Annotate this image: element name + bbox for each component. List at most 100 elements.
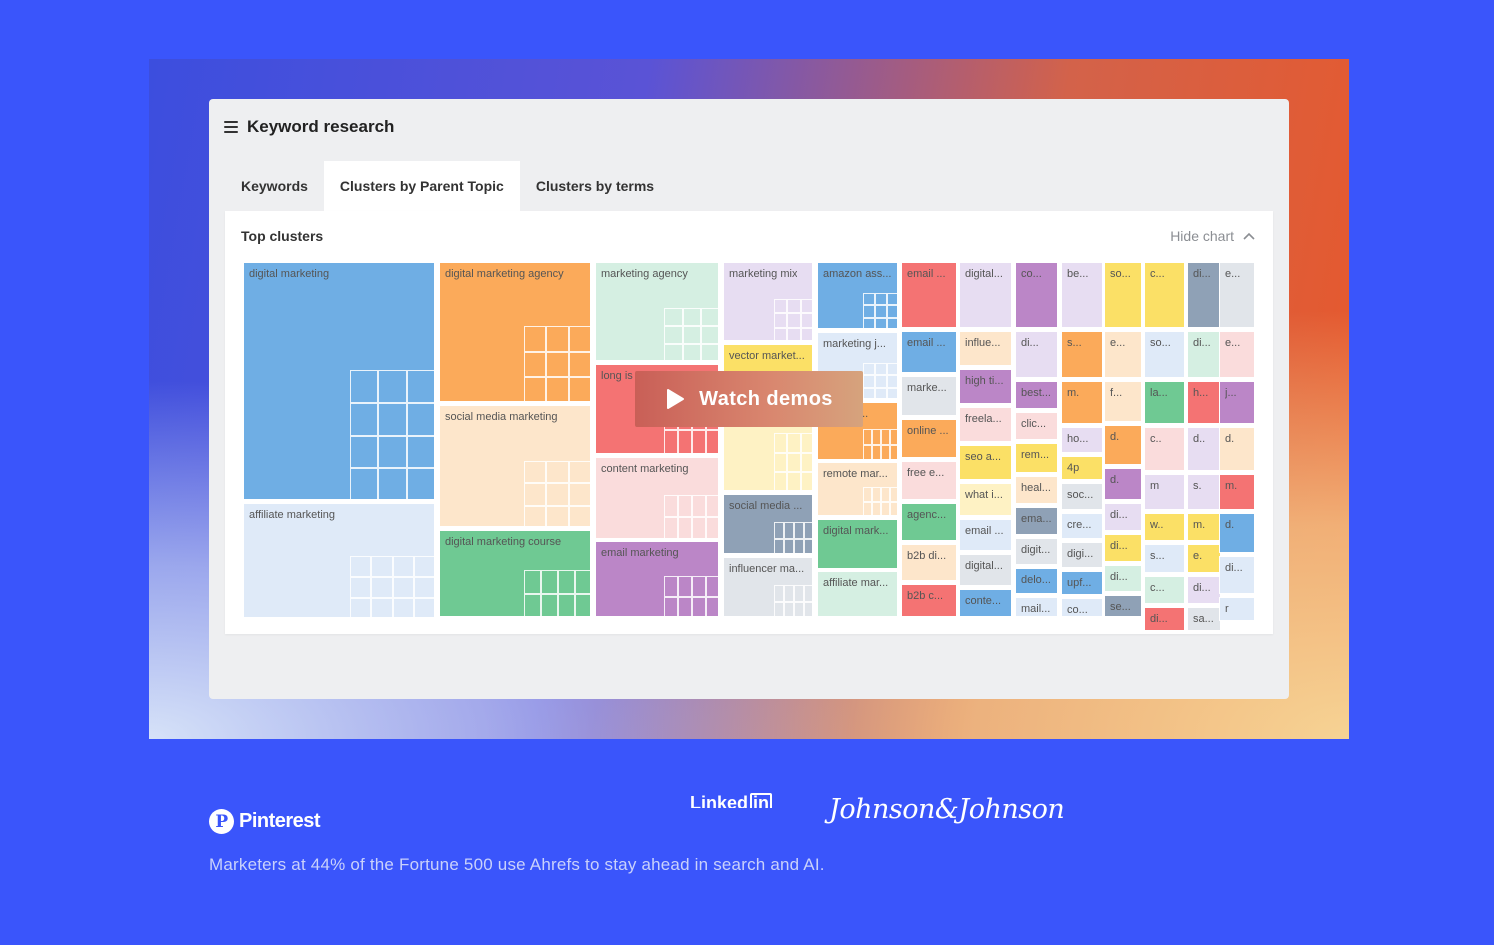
cluster-tile[interactable]: seo a... xyxy=(959,445,1012,480)
cluster-tile[interactable]: d. xyxy=(1104,425,1142,465)
cluster-tile[interactable]: digital marketing course xyxy=(439,530,591,617)
cluster-tile[interactable]: digital... xyxy=(959,554,1012,586)
cluster-tile[interactable]: rem... xyxy=(1015,443,1058,473)
cluster-tile[interactable]: email ... xyxy=(901,262,957,328)
cluster-tile[interactable]: e. xyxy=(1187,544,1221,573)
cluster-tile[interactable]: di... xyxy=(1144,607,1185,631)
cluster-tile[interactable]: amazon ass... xyxy=(817,262,898,329)
cluster-tile[interactable]: j... xyxy=(1219,381,1255,424)
cluster-tile[interactable]: d.. xyxy=(1187,427,1221,471)
cluster-tile[interactable]: social media marketing xyxy=(439,405,591,527)
cluster-tile[interactable]: di... xyxy=(1104,534,1142,562)
cluster-tile[interactable]: marketing mix xyxy=(723,262,813,341)
cluster-tile[interactable]: best... xyxy=(1015,381,1058,409)
cluster-tile[interactable]: heal... xyxy=(1015,476,1058,504)
cluster-tile[interactable]: s... xyxy=(1144,544,1185,573)
cluster-tile[interactable]: co... xyxy=(1061,598,1103,617)
tab-clusters-by-terms[interactable]: Clusters by terms xyxy=(535,178,655,194)
cluster-tile[interactable]: m. xyxy=(1219,474,1255,510)
cluster-tile[interactable]: email ... xyxy=(959,519,1012,551)
watch-demos-button[interactable]: Watch demos xyxy=(635,371,863,427)
cluster-tile[interactable]: freela... xyxy=(959,407,1012,442)
cluster-tile[interactable]: h... xyxy=(1187,381,1221,424)
cluster-tile[interactable]: c.. xyxy=(1144,427,1185,471)
cluster-label: affiliate mar... xyxy=(823,577,889,589)
watch-demos-label: Watch demos xyxy=(699,387,833,410)
hide-chart-button[interactable]: Hide chart xyxy=(1170,228,1255,244)
cluster-tile[interactable]: e... xyxy=(1219,331,1255,378)
cluster-tile[interactable]: la... xyxy=(1144,381,1185,424)
cluster-tile[interactable]: influe... xyxy=(959,331,1012,366)
cluster-tile[interactable]: ema... xyxy=(1015,507,1058,535)
cluster-tile[interactable]: high ti... xyxy=(959,369,1012,404)
cluster-tile[interactable]: e... xyxy=(1104,331,1142,378)
cluster-tile[interactable]: di... xyxy=(1187,576,1221,604)
cluster-tile[interactable]: m. xyxy=(1187,513,1221,541)
cluster-tile[interactable]: affiliate marketing xyxy=(243,503,435,618)
cluster-tile[interactable]: online ... xyxy=(901,419,957,458)
cluster-tile[interactable]: d. xyxy=(1219,513,1255,553)
cluster-tile[interactable]: d. xyxy=(1219,427,1255,471)
cluster-tile[interactable]: s. xyxy=(1187,474,1221,510)
cluster-tile[interactable]: be... xyxy=(1061,262,1103,328)
cluster-tile[interactable]: email marketing xyxy=(595,541,719,617)
cluster-tile[interactable]: 4p xyxy=(1061,456,1103,480)
cluster-tile[interactable]: sa... xyxy=(1187,607,1221,631)
treemap-subcell xyxy=(787,472,801,490)
cluster-tile[interactable]: influencer ma... xyxy=(723,557,813,617)
cluster-tile[interactable]: so... xyxy=(1104,262,1142,328)
cluster-tile[interactable]: c... xyxy=(1144,576,1185,604)
cluster-tile[interactable]: delo... xyxy=(1015,568,1058,594)
cluster-tile[interactable]: content marketing xyxy=(595,457,719,539)
cluster-tile[interactable]: m xyxy=(1144,474,1185,510)
cluster-tile[interactable]: marketing agency xyxy=(595,262,719,361)
cluster-tile[interactable]: w.. xyxy=(1144,513,1185,541)
cluster-tile[interactable]: conte... xyxy=(959,589,1012,617)
cluster-tile[interactable]: di... xyxy=(1219,556,1255,594)
cluster-tile[interactable]: marke... xyxy=(901,376,957,416)
cluster-tile[interactable]: digital... xyxy=(959,262,1012,328)
cluster-tile[interactable]: s... xyxy=(1061,331,1103,378)
cluster-tile[interactable]: f... xyxy=(1104,381,1142,422)
cluster-tile[interactable]: digital mark... xyxy=(817,519,898,569)
cluster-tile[interactable]: ho... xyxy=(1061,427,1103,453)
tab-keywords[interactable]: Keywords xyxy=(241,178,308,194)
cluster-tile[interactable]: e... xyxy=(1219,262,1255,328)
tab-clusters-by-parent-topic[interactable]: Clusters by Parent Topic xyxy=(323,161,520,211)
cluster-tile[interactable]: affiliate mar... xyxy=(817,571,898,617)
menu-icon[interactable] xyxy=(224,121,238,133)
cluster-tile[interactable]: m. xyxy=(1061,381,1103,424)
cluster-tile[interactable]: se... xyxy=(1104,595,1142,617)
cluster-tile[interactable]: di... xyxy=(1187,262,1221,328)
cluster-tile[interactable]: co... xyxy=(1015,262,1058,328)
cluster-tile[interactable]: di... xyxy=(1104,565,1142,592)
cluster-tile[interactable]: di... xyxy=(1104,503,1142,531)
cluster-tile[interactable]: d. xyxy=(1104,468,1142,500)
cluster-tile[interactable]: di... xyxy=(1187,331,1221,378)
cluster-tile[interactable]: so... xyxy=(1144,331,1185,378)
cluster-tile[interactable]: clic... xyxy=(1015,412,1058,440)
cluster-tile[interactable]: free e... xyxy=(901,461,957,500)
treemap-subcell xyxy=(862,305,875,318)
cluster-tile[interactable]: social media ... xyxy=(723,494,813,554)
cluster-label: c.. xyxy=(1150,433,1162,445)
cluster-tile[interactable]: b2b di... xyxy=(901,544,957,581)
treemap-subcell xyxy=(773,298,787,314)
cluster-tile[interactable]: r xyxy=(1219,597,1255,621)
treemap-subcell xyxy=(664,430,679,453)
cluster-tile[interactable]: digital marketing agency xyxy=(439,262,591,402)
cluster-tile[interactable]: b2b c... xyxy=(901,584,957,617)
cluster-tile[interactable]: upf... xyxy=(1061,571,1103,595)
cluster-tile[interactable]: di... xyxy=(1015,331,1058,378)
cluster-tile[interactable]: mail... xyxy=(1015,597,1058,617)
cluster-tile[interactable]: soc... xyxy=(1061,483,1103,510)
cluster-tile[interactable]: agenc... xyxy=(901,503,957,541)
cluster-tile[interactable]: what i... xyxy=(959,483,1012,516)
cluster-tile[interactable]: remote mar... xyxy=(817,462,898,516)
cluster-tile[interactable]: digi... xyxy=(1061,542,1103,568)
cluster-tile[interactable]: c... xyxy=(1144,262,1185,328)
cluster-tile[interactable]: digital marketing xyxy=(243,262,435,500)
cluster-tile[interactable]: digit... xyxy=(1015,538,1058,565)
cluster-tile[interactable]: email ... xyxy=(901,331,957,373)
cluster-tile[interactable]: cre... xyxy=(1061,513,1103,539)
